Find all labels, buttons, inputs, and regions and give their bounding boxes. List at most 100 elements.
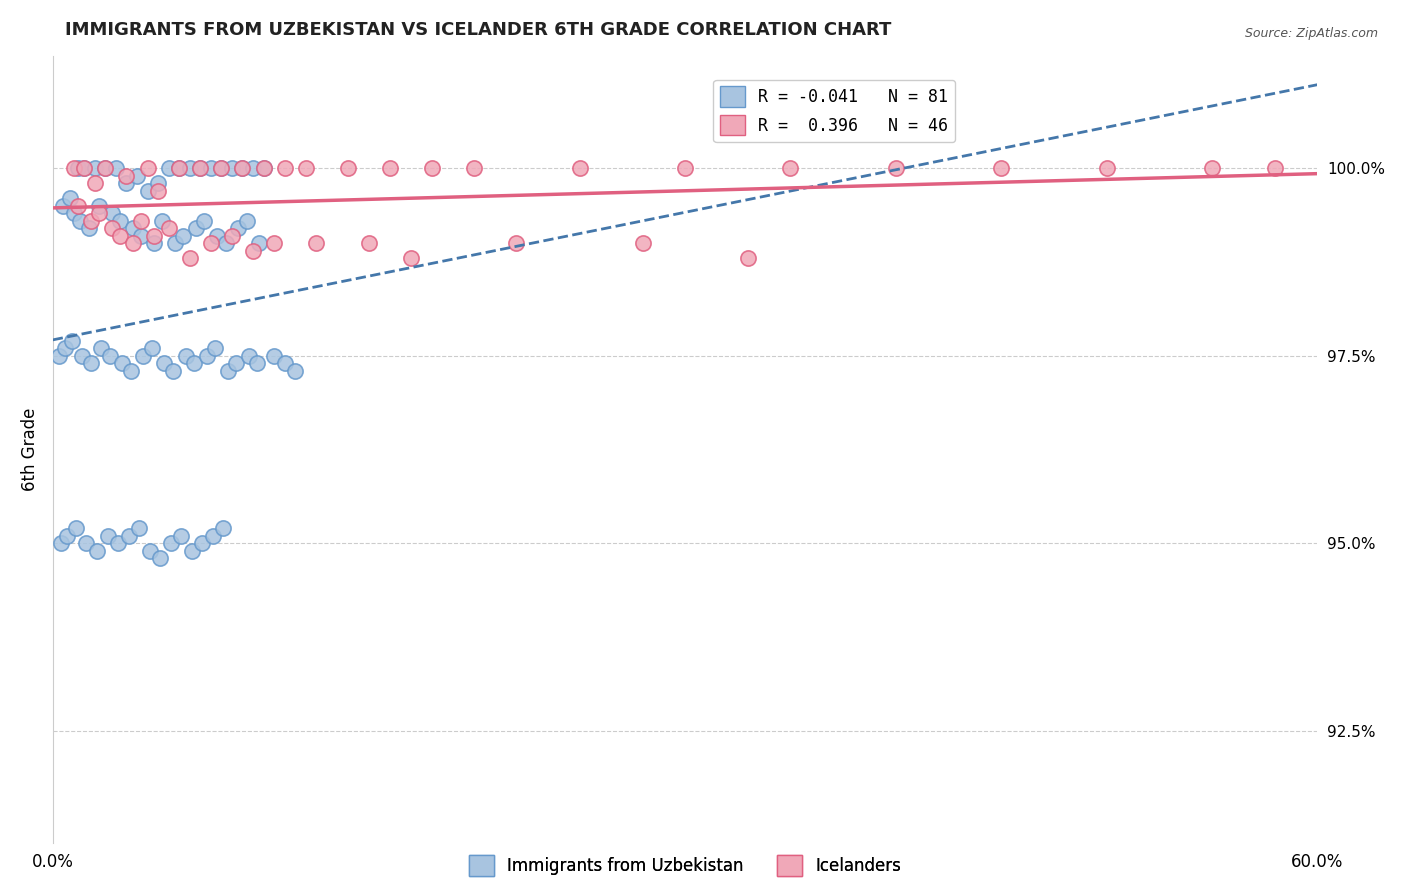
Point (200, 161, 222, 176)
Point (79, 213, 101, 227)
Point (242, 244, 264, 258)
Point (221, 228, 243, 243)
Point (149, 551, 172, 566)
Point (129, 228, 152, 243)
Point (159, 536, 181, 550)
Point (246, 356, 269, 370)
Point (111, 356, 134, 370)
Point (1264, 161, 1286, 176)
Point (336, 161, 359, 176)
Point (179, 161, 201, 176)
Point (100, 221, 122, 235)
Point (136, 161, 159, 176)
Point (188, 161, 211, 176)
Point (142, 236, 165, 251)
Point (737, 252, 759, 266)
Point (108, 213, 131, 227)
Text: Source: ZipAtlas.com: Source: ZipAtlas.com (1244, 27, 1378, 40)
Point (214, 236, 236, 251)
Point (136, 184, 159, 198)
Point (117, 529, 139, 543)
Point (79, 356, 101, 370)
Point (90, 341, 112, 355)
Point (163, 236, 186, 251)
Point (66, 161, 89, 176)
Point (83, 161, 105, 176)
Point (157, 161, 180, 176)
Point (183, 356, 205, 370)
Point (53, 341, 76, 355)
Point (107, 536, 129, 550)
Point (94, 161, 117, 176)
Point (235, 213, 257, 227)
Point (188, 161, 211, 176)
Point (129, 213, 152, 227)
Point (263, 349, 285, 363)
Point (69, 213, 91, 227)
Point (157, 221, 180, 235)
Point (87, 206, 110, 220)
Point (193, 213, 215, 227)
Point (146, 176, 169, 190)
Point (125, 169, 148, 183)
Point (195, 349, 218, 363)
Point (252, 161, 274, 176)
Point (167, 161, 190, 176)
Point (83, 176, 105, 190)
Point (631, 236, 654, 251)
Point (217, 364, 239, 378)
Point (378, 161, 401, 176)
Point (62, 161, 84, 176)
Point (115, 169, 138, 183)
Legend: Immigrants from Uzbekistan, Icelanders: Immigrants from Uzbekistan, Icelanders (463, 848, 908, 882)
Point (49, 536, 72, 550)
Point (87, 199, 110, 213)
Point (121, 221, 143, 235)
Point (673, 161, 696, 176)
Point (191, 536, 214, 550)
Point (399, 252, 422, 266)
Point (73, 161, 96, 176)
Point (201, 529, 224, 543)
Point (172, 228, 194, 243)
Point (56, 529, 79, 543)
Point (252, 161, 274, 176)
Point (142, 228, 165, 243)
Point (242, 161, 264, 176)
Point (205, 228, 228, 243)
Point (209, 161, 232, 176)
Point (200, 236, 222, 251)
Point (115, 176, 138, 190)
Point (179, 252, 201, 266)
Point (463, 161, 485, 176)
Point (209, 161, 232, 176)
Point (94, 161, 117, 176)
Point (231, 161, 253, 176)
Point (884, 161, 907, 176)
Point (60, 334, 83, 348)
Point (70, 349, 93, 363)
Point (273, 161, 295, 176)
Point (98, 349, 121, 363)
Point (263, 236, 285, 251)
Point (96, 529, 118, 543)
Point (284, 364, 307, 378)
Point (86, 544, 108, 558)
Point (128, 521, 150, 535)
Point (66, 199, 89, 213)
Point (357, 236, 380, 251)
Point (247, 236, 270, 251)
Point (1095, 161, 1118, 176)
Point (180, 544, 202, 558)
Point (77, 221, 100, 235)
Point (138, 544, 160, 558)
Point (104, 161, 127, 176)
Point (221, 161, 243, 176)
Point (231, 161, 253, 176)
Point (305, 236, 328, 251)
Point (420, 161, 443, 176)
Point (120, 364, 142, 378)
Point (108, 228, 131, 243)
Point (1201, 161, 1223, 176)
Point (174, 349, 197, 363)
